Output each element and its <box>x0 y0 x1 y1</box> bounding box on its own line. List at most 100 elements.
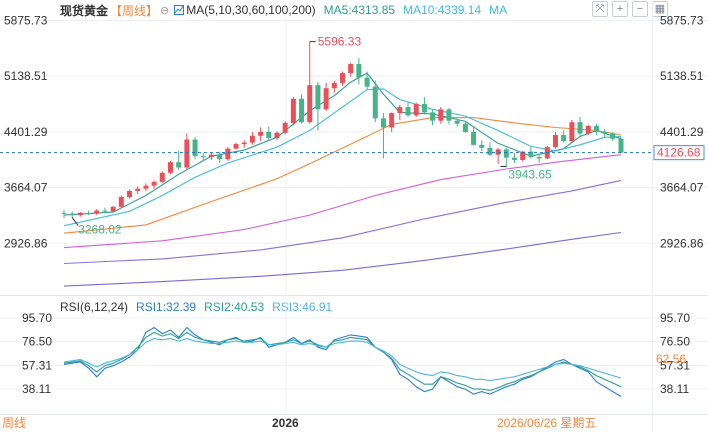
period-label: 周线 <box>2 416 26 430</box>
ma-line-ma10 <box>63 88 622 227</box>
candle-body <box>176 162 182 168</box>
candle-body <box>331 82 337 89</box>
candle <box>282 121 288 135</box>
candle <box>176 150 182 170</box>
rsi-tick-right: 38.11 <box>660 382 689 396</box>
ma-more[interactable]: MA <box>489 3 508 17</box>
candle-body <box>249 135 255 143</box>
candle-body <box>438 109 444 121</box>
candle <box>503 147 509 168</box>
current-price-value: 4126.68 <box>657 146 701 160</box>
candle-body <box>389 113 395 128</box>
period-selector[interactable]: 【周线】 <box>110 3 159 18</box>
candle <box>102 207 108 213</box>
candle <box>110 206 116 213</box>
candle-body <box>430 112 436 121</box>
candle <box>593 123 599 136</box>
low-marker-first <box>71 217 79 226</box>
ma-params[interactable]: MA(5,10,30,60,100,200) <box>186 3 316 17</box>
price-tick-left: 5875.73 <box>4 14 48 28</box>
candle-body <box>520 151 526 160</box>
candle <box>471 126 477 146</box>
candle <box>217 151 223 163</box>
rsi-line-rsi3 <box>63 338 622 382</box>
candle-body <box>208 154 214 157</box>
candle <box>184 133 190 170</box>
candle-body <box>569 122 575 142</box>
full-screen-icon[interactable]: ⤧ <box>592 1 608 17</box>
price-tick-right: 5875.73 <box>660 14 704 28</box>
candle <box>462 122 468 133</box>
rsi-header: RSI(6,12,24) RSI1:32.39 RSI2:40.53 RSI3:… <box>60 299 332 315</box>
candle <box>397 104 403 120</box>
rsi-tick-left: 38.11 <box>22 382 51 396</box>
ma-toggle-icon[interactable] <box>174 5 185 15</box>
candle-body <box>323 88 329 110</box>
rsi-tick-left: 57.31 <box>22 358 52 372</box>
candle-body <box>528 151 534 157</box>
candle-body <box>372 86 378 119</box>
candle <box>118 195 124 209</box>
candle-body <box>552 135 558 148</box>
candle <box>552 131 558 149</box>
settings-icon[interactable]: ⊖ <box>160 4 170 17</box>
candle-body <box>184 139 190 168</box>
candle <box>438 107 444 124</box>
candle-body <box>143 185 149 189</box>
candle-body <box>167 162 173 173</box>
candle-body <box>159 172 165 182</box>
candle-body <box>585 125 591 134</box>
year-label: 2026 <box>272 416 299 430</box>
candle <box>405 102 411 117</box>
candle <box>364 71 370 90</box>
candle <box>315 82 321 131</box>
candle <box>479 140 485 151</box>
candle <box>159 171 165 184</box>
price-tick-left: 4401.29 <box>4 125 48 139</box>
candle <box>618 137 624 154</box>
candle <box>208 152 214 160</box>
candle <box>421 97 427 114</box>
candle-body <box>135 188 141 191</box>
candle <box>127 189 133 199</box>
candle <box>249 131 255 145</box>
candle <box>561 130 567 143</box>
candle <box>167 160 173 175</box>
candle-body <box>471 131 477 145</box>
candle-body <box>266 131 272 139</box>
candle-body <box>315 85 321 110</box>
rsi1-value: RSI1:32.39 <box>136 300 197 314</box>
candle-body <box>348 63 354 74</box>
candle-body <box>151 181 157 186</box>
candle <box>430 109 436 126</box>
symbol-title: 现货黄金 <box>60 3 109 18</box>
candle-body <box>487 147 493 155</box>
candle <box>569 119 575 142</box>
candle <box>512 153 518 163</box>
candle-body <box>512 157 518 160</box>
candle-body <box>61 212 67 214</box>
price-tick-right: 2926.86 <box>660 236 704 250</box>
low-annotation-recent: 3943.65 <box>508 167 552 181</box>
price-tick-left: 2926.86 <box>4 236 48 250</box>
candle-body <box>561 135 567 142</box>
candle <box>241 140 247 148</box>
rsi-tick-right: 76.50 <box>660 335 690 349</box>
rsi-current-value: 62.56 <box>656 352 686 366</box>
rsi-tick-left: 95.70 <box>22 311 52 325</box>
candle-body <box>77 212 83 216</box>
candle-body <box>405 107 411 116</box>
candle <box>151 180 157 189</box>
candle-body <box>299 98 305 123</box>
candle-body <box>618 138 624 153</box>
candle-body <box>593 125 599 132</box>
candle-body <box>192 139 198 157</box>
rsi-params[interactable]: RSI(6,12,24) <box>60 300 129 314</box>
grid-icon[interactable]: ▦ <box>652 1 668 17</box>
candle <box>290 97 296 126</box>
plus-icon[interactable]: + <box>612 1 628 17</box>
candle-body <box>225 148 231 160</box>
minus-icon[interactable]: − <box>632 1 648 17</box>
candle-body <box>610 133 616 139</box>
